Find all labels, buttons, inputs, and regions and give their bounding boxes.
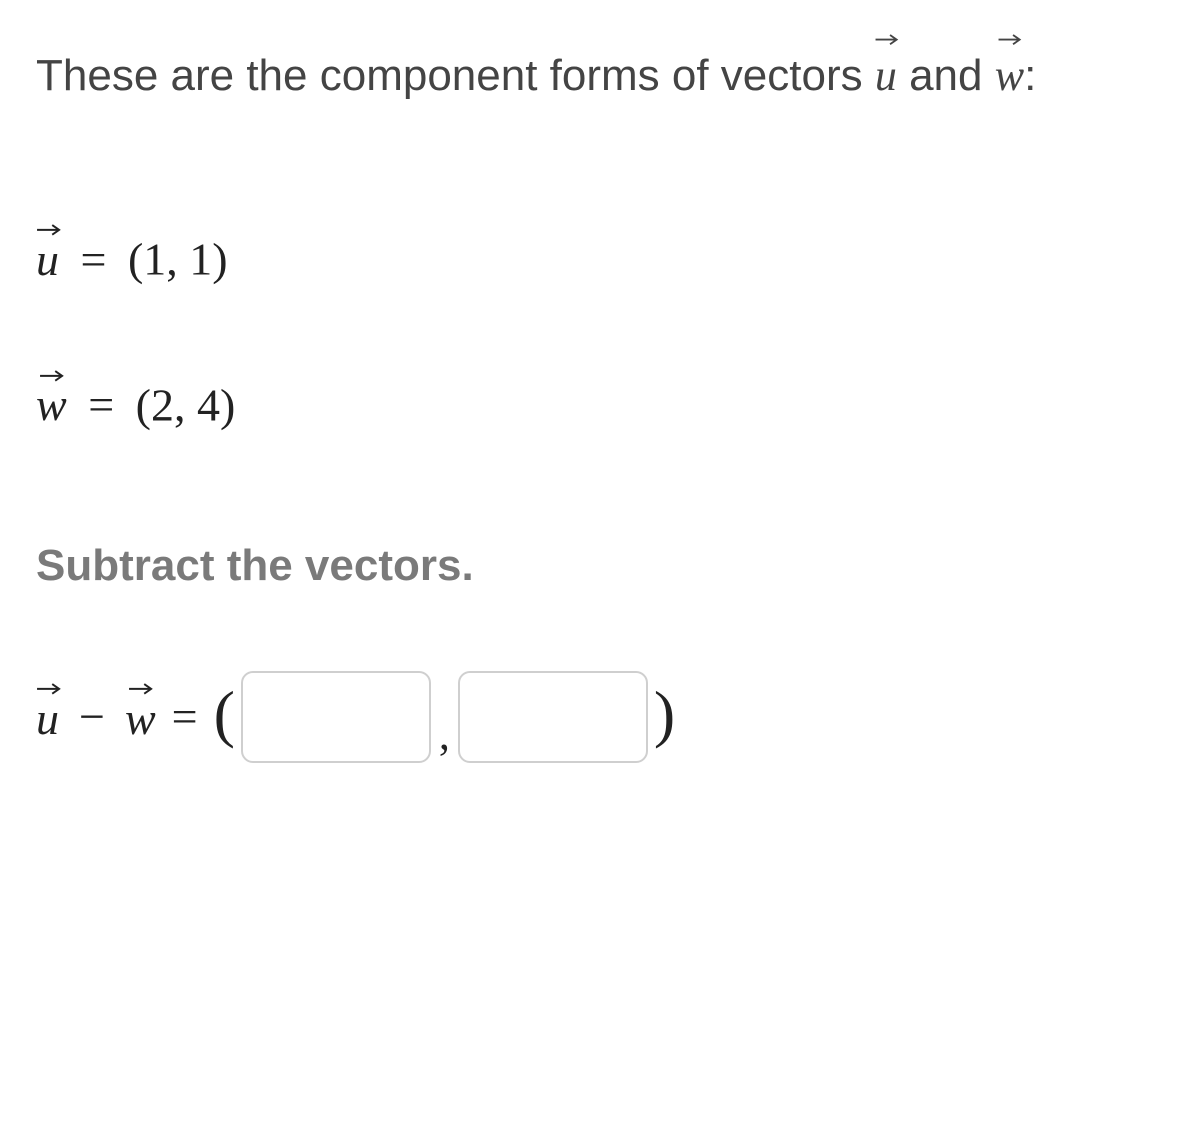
u-value: (1, 1) xyxy=(128,234,228,285)
w-value: (2, 4) xyxy=(136,379,236,430)
answer-input-x[interactable] xyxy=(241,671,431,763)
minus-sign: − xyxy=(79,690,105,743)
vector-u-inline: u xyxy=(875,40,897,110)
comma: , xyxy=(439,709,450,760)
answer-row: u − w = ( , ) xyxy=(36,671,1164,763)
vector-u-symbol: u xyxy=(36,230,59,285)
vector-w-inline: w xyxy=(995,40,1024,110)
vector-u-answer: u xyxy=(36,689,59,744)
answer-input-y[interactable] xyxy=(458,671,648,763)
equals-sign: = xyxy=(81,234,107,285)
equation-w: w = (2, 4) xyxy=(36,376,1164,431)
open-paren: ( xyxy=(214,682,235,746)
intro-text-2: and xyxy=(897,51,995,100)
equals-sign: = xyxy=(88,379,114,430)
vector-w-symbol: w xyxy=(36,376,67,431)
equals-sign: = xyxy=(172,690,198,743)
equation-u: u = (1, 1) xyxy=(36,230,1164,285)
instruction-text: Subtract the vectors. xyxy=(36,541,1164,591)
problem-intro: These are the component forms of vectors… xyxy=(36,40,1164,110)
close-paren: ) xyxy=(654,682,675,746)
intro-text-1: These are the component forms of vectors xyxy=(36,51,875,100)
vector-arrow-icon xyxy=(868,33,905,46)
intro-text-3: : xyxy=(1024,51,1036,100)
vector-w-answer: w xyxy=(125,689,156,744)
vector-arrow-icon xyxy=(991,33,1028,46)
